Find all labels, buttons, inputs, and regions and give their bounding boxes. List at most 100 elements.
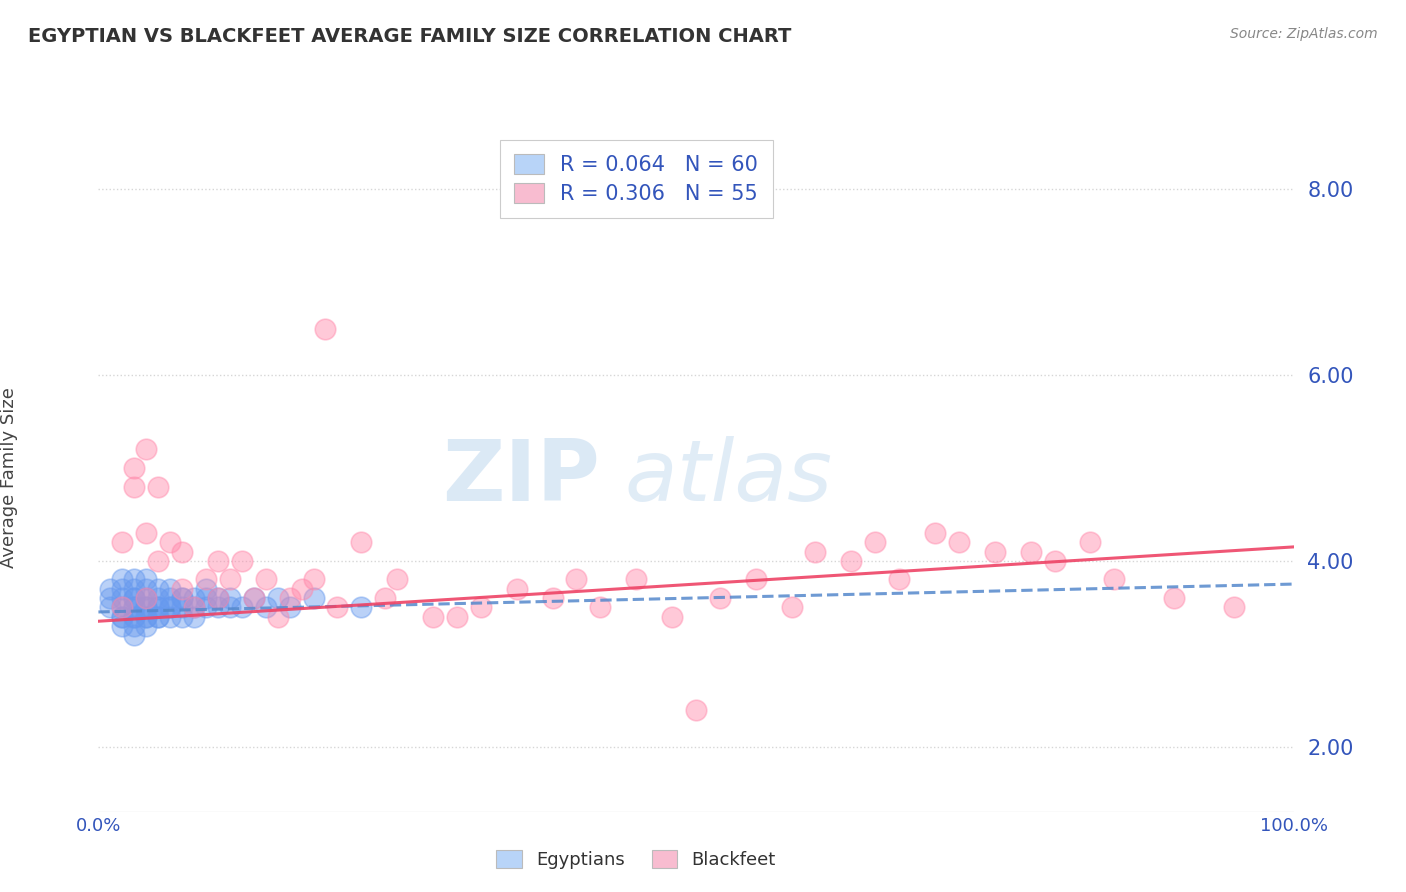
Point [565, 573, 588, 587]
Point [278, 600, 301, 615]
Point [111, 609, 134, 624]
Point [745, 573, 768, 587]
Point [1163, 591, 1185, 605]
Point [470, 600, 492, 615]
Point [124, 609, 146, 624]
Point [948, 535, 970, 549]
Point [924, 526, 946, 541]
Point [267, 591, 290, 605]
Point [124, 461, 146, 475]
Text: EGYPTIAN VS BLACKFEET AVERAGE FAMILY SIZE CORRELATION CHART: EGYPTIAN VS BLACKFEET AVERAGE FAMILY SIZ… [28, 27, 792, 45]
Text: Average Family Size: Average Family Size [0, 387, 18, 567]
Point [135, 609, 157, 624]
Point [302, 573, 325, 587]
Point [135, 600, 157, 615]
Point [219, 573, 242, 587]
Point [207, 554, 229, 568]
Point [172, 582, 194, 596]
Point [124, 600, 146, 615]
Point [135, 600, 157, 615]
Point [148, 609, 170, 624]
Legend: Egyptians, Blackfeet: Egyptians, Blackfeet [489, 843, 783, 876]
Point [124, 582, 146, 596]
Point [98, 582, 122, 596]
Point [290, 582, 312, 596]
Point [159, 600, 181, 615]
Point [98, 600, 122, 615]
Point [111, 600, 134, 615]
Text: atlas: atlas [624, 435, 832, 519]
Point [111, 609, 134, 624]
Point [135, 591, 157, 605]
Point [219, 591, 242, 605]
Point [207, 591, 229, 605]
Point [863, 535, 886, 549]
Point [254, 573, 277, 587]
Point [506, 582, 529, 596]
Point [135, 609, 157, 624]
Point [243, 591, 266, 605]
Point [267, 609, 290, 624]
Point [589, 600, 612, 615]
Point [326, 600, 349, 615]
Point [302, 591, 325, 605]
Point [135, 591, 157, 605]
Point [709, 591, 731, 605]
Point [172, 544, 194, 558]
Point [219, 600, 242, 615]
Point [111, 535, 134, 549]
Point [446, 609, 468, 624]
Point [243, 591, 266, 605]
Point [124, 479, 146, 493]
Point [148, 600, 170, 615]
Text: ZIP: ZIP [443, 435, 600, 519]
Point [111, 591, 134, 605]
Point [315, 321, 337, 335]
Point [1080, 535, 1102, 549]
Point [231, 554, 253, 568]
Point [194, 600, 217, 615]
Point [780, 600, 803, 615]
Point [385, 573, 409, 587]
Point [685, 702, 707, 716]
Point [135, 526, 157, 541]
Point [183, 591, 205, 605]
Point [194, 591, 217, 605]
Point [183, 600, 205, 615]
Point [135, 573, 157, 587]
Point [983, 544, 1005, 558]
Point [135, 582, 157, 596]
Text: Source: ZipAtlas.com: Source: ZipAtlas.com [1230, 27, 1378, 41]
Point [124, 573, 146, 587]
Point [804, 544, 827, 558]
Point [889, 573, 911, 587]
Point [159, 609, 181, 624]
Point [231, 600, 253, 615]
Point [135, 619, 157, 633]
Point [839, 554, 862, 568]
Point [124, 609, 146, 624]
Point [111, 600, 134, 615]
Point [254, 600, 277, 615]
Point [148, 582, 170, 596]
Point [172, 591, 194, 605]
Point [1043, 554, 1066, 568]
Point [1019, 544, 1042, 558]
Point [98, 591, 122, 605]
Point [124, 600, 146, 615]
Point [541, 591, 564, 605]
Point [194, 582, 217, 596]
Point [172, 609, 194, 624]
Point [124, 591, 146, 605]
Point [159, 535, 181, 549]
Point [111, 619, 134, 633]
Point [1102, 573, 1125, 587]
Point [661, 609, 683, 624]
Point [148, 479, 170, 493]
Point [148, 600, 170, 615]
Point [183, 609, 205, 624]
Point [207, 591, 229, 605]
Point [278, 591, 301, 605]
Point [111, 573, 134, 587]
Point [111, 582, 134, 596]
